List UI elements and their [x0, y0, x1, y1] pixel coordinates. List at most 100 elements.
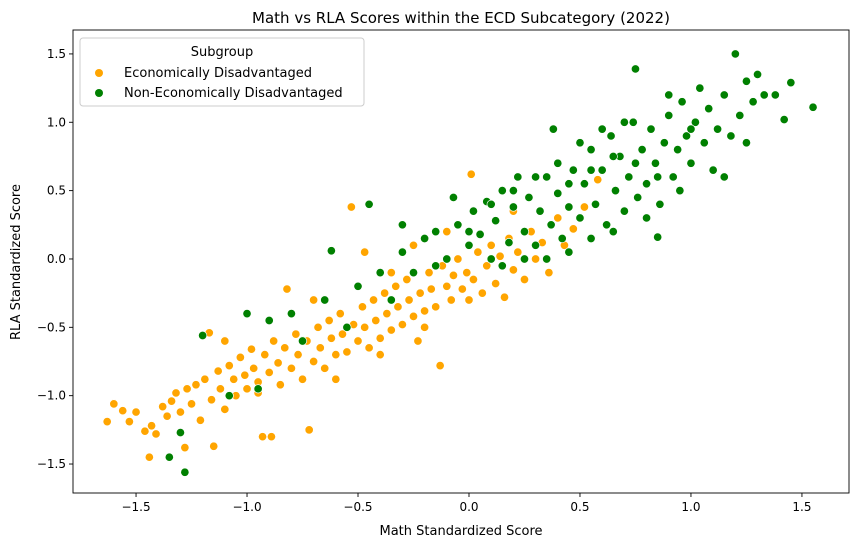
point-econ-43 — [282, 284, 292, 294]
point-econ-51 — [313, 322, 323, 332]
point-econ-37 — [264, 367, 274, 377]
point-nonecon-22 — [448, 192, 459, 203]
point-nonecon-86 — [770, 90, 780, 100]
point-nonecon-112 — [653, 172, 663, 182]
point-econ-75 — [402, 274, 412, 285]
point-econ-54 — [324, 315, 334, 326]
point-econ-26 — [224, 361, 234, 371]
point-econ-115 — [331, 374, 341, 384]
point-econ-88 — [448, 270, 459, 280]
point-nonecon-56 — [628, 117, 638, 127]
point-nonecon-105 — [741, 138, 752, 148]
point-nonecon-42 — [557, 233, 567, 244]
point-econ-62 — [353, 336, 363, 346]
point-econ-119 — [220, 336, 230, 346]
point-nonecon-107 — [619, 117, 629, 127]
point-econ-78 — [413, 336, 423, 346]
point-econ-33 — [249, 363, 259, 373]
point-nonecon-95 — [531, 172, 541, 182]
points-layer — [102, 49, 818, 477]
point-econ-95 — [477, 288, 487, 298]
point-nonecon-101 — [542, 254, 552, 264]
point-econ-124 — [360, 247, 370, 257]
point-nonecon-39 — [546, 220, 556, 230]
point-nonecon-40 — [548, 124, 558, 134]
point-nonecon-29 — [491, 216, 501, 226]
point-econ-9 — [158, 402, 168, 412]
point-econ-97 — [486, 240, 496, 250]
point-nonecon-24 — [464, 240, 474, 250]
point-econ-120 — [309, 295, 319, 305]
point-nonecon-98 — [464, 227, 474, 237]
point-econ-122 — [442, 227, 452, 237]
point-econ-113 — [593, 175, 603, 185]
point-nonecon-80 — [730, 49, 740, 59]
point-nonecon-78 — [719, 90, 729, 100]
point-econ-18 — [195, 415, 205, 425]
point-econ-117 — [420, 322, 430, 332]
point-econ-100 — [499, 292, 510, 302]
point-nonecon-33 — [513, 172, 523, 182]
point-nonecon-91 — [675, 186, 685, 196]
point-econ-45 — [291, 329, 301, 339]
point-econ-86 — [442, 281, 452, 291]
point-nonecon-59 — [637, 145, 647, 155]
point-econ-12 — [171, 388, 181, 398]
point-nonecon-115 — [586, 165, 596, 175]
point-econ-79 — [415, 288, 425, 298]
point-nonecon-57 — [630, 64, 641, 74]
point-econ-2 — [118, 406, 128, 416]
point-nonecon-1 — [175, 428, 185, 438]
point-nonecon-51 — [606, 131, 616, 141]
point-nonecon-104 — [719, 172, 729, 182]
point-nonecon-67 — [668, 172, 678, 182]
point-nonecon-13 — [353, 281, 363, 291]
point-econ-5 — [140, 426, 150, 436]
legend: Subgroup Economically Disadvantaged Non-… — [79, 37, 365, 107]
point-nonecon-84 — [752, 69, 763, 79]
point-nonecon-30 — [497, 186, 507, 196]
point-nonecon-36 — [531, 240, 541, 250]
point-econ-82 — [426, 284, 436, 294]
x-axis: −1.5 −1.0 −0.5 0.0 0.5 1.0 1.5 — [121, 493, 811, 514]
point-nonecon-81 — [735, 110, 745, 120]
point-nonecon-83 — [748, 97, 758, 107]
point-econ-24 — [215, 384, 225, 394]
point-nonecon-18 — [408, 268, 419, 278]
point-econ-65 — [364, 343, 374, 353]
point-econ-46 — [293, 350, 303, 360]
point-econ-89 — [453, 254, 463, 264]
point-econ-63 — [357, 302, 367, 312]
point-econ-16 — [186, 399, 197, 409]
point-econ-4 — [131, 407, 141, 417]
point-econ-47 — [297, 374, 308, 384]
point-econ-13 — [175, 407, 185, 417]
legend-label-econ: Economically Disadvantaged — [124, 66, 312, 81]
point-econ-102 — [508, 265, 518, 275]
y-tick-label: −1.5 — [37, 457, 66, 471]
point-nonecon-102 — [608, 227, 618, 237]
point-econ-104 — [519, 274, 530, 285]
point-econ-99 — [495, 251, 505, 261]
point-econ-69 — [380, 288, 390, 298]
point-nonecon-28 — [486, 254, 496, 264]
point-nonecon-3 — [198, 330, 208, 341]
point-econ-67 — [371, 315, 381, 326]
plot-frame — [72, 29, 850, 494]
point-nonecon-99 — [586, 233, 596, 244]
point-econ-93 — [468, 274, 478, 285]
legend-marker-econ — [95, 69, 103, 77]
point-econ-92 — [466, 169, 476, 179]
point-nonecon-25 — [468, 206, 478, 216]
point-nonecon-68 — [673, 145, 683, 155]
point-econ-27 — [229, 374, 239, 384]
point-nonecon-15 — [375, 268, 385, 278]
point-econ-68 — [375, 333, 385, 343]
x-tick-label: 0.0 — [459, 500, 478, 514]
point-econ-38 — [266, 432, 276, 442]
point-nonecon-11 — [326, 246, 336, 256]
point-econ-55 — [326, 333, 336, 343]
point-nonecon-76 — [708, 165, 718, 175]
point-nonecon-65 — [659, 138, 669, 148]
